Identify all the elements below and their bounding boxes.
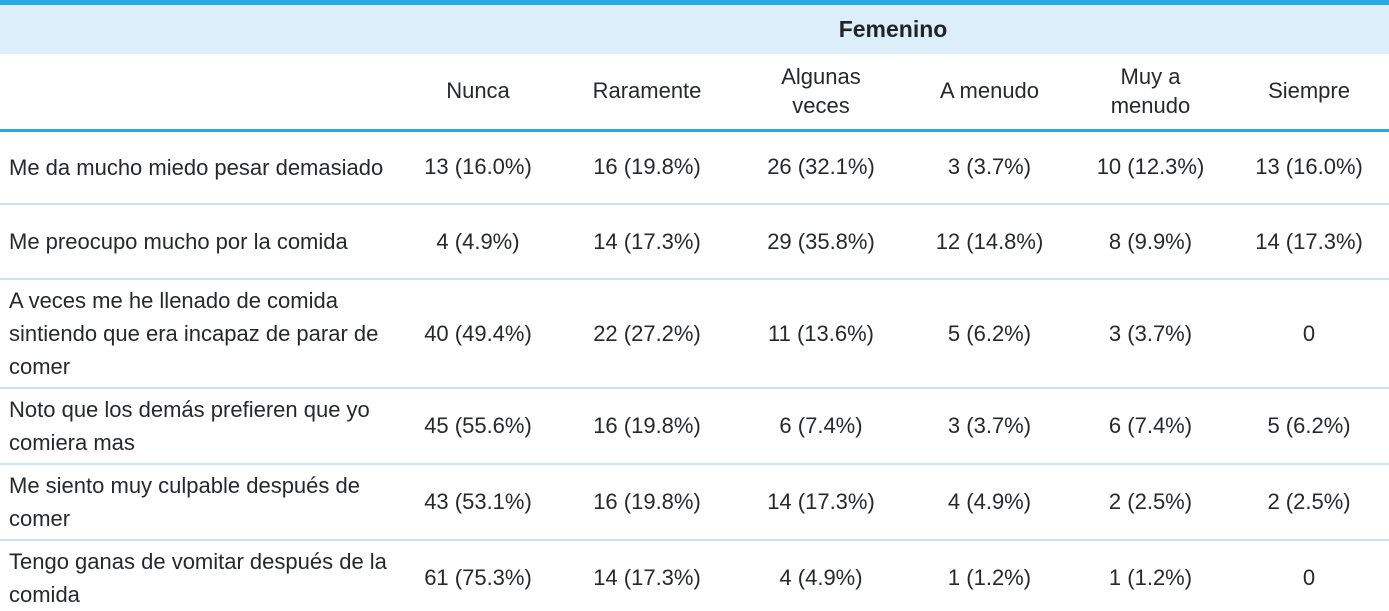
value-cell: 16 (19.8%) (559, 387, 735, 464)
row-label-column-header (0, 54, 397, 132)
value-cell: 12 (14.8%) (907, 203, 1072, 279)
table-row: Tengo ganas de vomitar después de la com… (0, 539, 1389, 611)
value-cell: 6 (7.4%) (735, 387, 907, 464)
group-header-spacer (0, 2, 397, 54)
value-cell: 3 (3.7%) (1072, 278, 1229, 388)
value-cell: 4 (4.9%) (397, 203, 559, 279)
row-label: Me da mucho miedo pesar demasiado (9, 154, 384, 180)
value-cell: 29 (35.8%) (735, 203, 907, 279)
value-cell: 5 (6.2%) (907, 278, 1072, 388)
value-cell: 16 (19.8%) (559, 463, 735, 540)
column-header-row: Nunca Raramente Algunas veces A menudo Muy a… (0, 54, 1389, 132)
value-cell: 14 (17.3%) (1229, 203, 1389, 279)
value-cell: 2 (2.5%) (1072, 463, 1229, 540)
column-header: Muy a menudo (1072, 54, 1229, 132)
value-cell: 14 (17.3%) (559, 203, 735, 279)
value-cell: 3 (3.7%) (907, 387, 1072, 464)
table-row: A veces me he llenado de comida sintiend… (0, 278, 1389, 388)
value-cell: 10 (12.3%) (1096, 154, 1205, 180)
group-header-femenino: Femenino (397, 2, 1389, 54)
value-cell: 14 (17.3%) (559, 539, 735, 611)
value-cell: 1 (1.2%) (907, 539, 1072, 611)
row-label: Me siento muy culpable después de comer (0, 463, 397, 540)
value-cell: 5 (6.2%) (1229, 387, 1389, 464)
table-row: Me siento muy culpable después de comer 4… (0, 463, 1389, 540)
value-cell: 8 (9.9%) (1072, 203, 1229, 279)
row-label: Tengo ganas de vomitar después de la com… (0, 539, 397, 611)
value-cell: 1 (1.2%) (1072, 539, 1229, 611)
value-cell: 0 (1229, 539, 1389, 611)
column-header: Raramente (559, 54, 735, 132)
value-cell: 61 (75.3%) (397, 539, 559, 611)
value-cell: 43 (53.1%) (397, 463, 559, 540)
group-header-row: Femenino (0, 2, 1389, 54)
value-cell: 6 (7.4%) (1072, 387, 1229, 464)
value-cell: 40 (49.4%) (397, 278, 559, 388)
value-cell: 13 (16.0%) (1255, 154, 1363, 180)
value-cell: 26 (32.1%) (767, 154, 875, 180)
row-label: Me preocupo mucho por la comida (0, 203, 397, 279)
table-row: Me preocupo mucho por la comida 4 (4.9%) 1… (0, 203, 1389, 279)
row-label: A veces me he llenado de comida sintiend… (0, 278, 397, 388)
value-cell: 22 (27.2%) (559, 278, 735, 388)
column-header: Siempre (1229, 54, 1389, 132)
column-header: Nunca (397, 54, 559, 132)
value-cell: 13 (16.0%) (424, 154, 532, 180)
column-header: A menudo (907, 54, 1072, 132)
value-cell: 0 (1229, 278, 1389, 388)
value-cell: 4 (4.9%) (907, 463, 1072, 540)
table-row: Noto que los demás prefieren que yo comi… (0, 387, 1389, 464)
value-cell: 14 (17.3%) (735, 463, 907, 540)
value-cell: 16 (19.8%) (593, 154, 701, 180)
table-row: Me da mucho miedo pesar demasiado 13 (16.… (0, 130, 1389, 204)
value-cell: 4 (4.9%) (735, 539, 907, 611)
value-cell: 45 (55.6%) (397, 387, 559, 464)
value-cell: 3 (3.7%) (947, 154, 1032, 180)
value-cell: 11 (13.6%) (735, 278, 907, 388)
table-body: Me da mucho miedo pesar demasiado 13 (16.… (0, 130, 1389, 611)
column-header: Algunas veces (735, 54, 907, 132)
value-cell: 2 (2.5%) (1229, 463, 1389, 540)
row-label: Noto que los demás prefieren que yo comi… (0, 387, 397, 464)
